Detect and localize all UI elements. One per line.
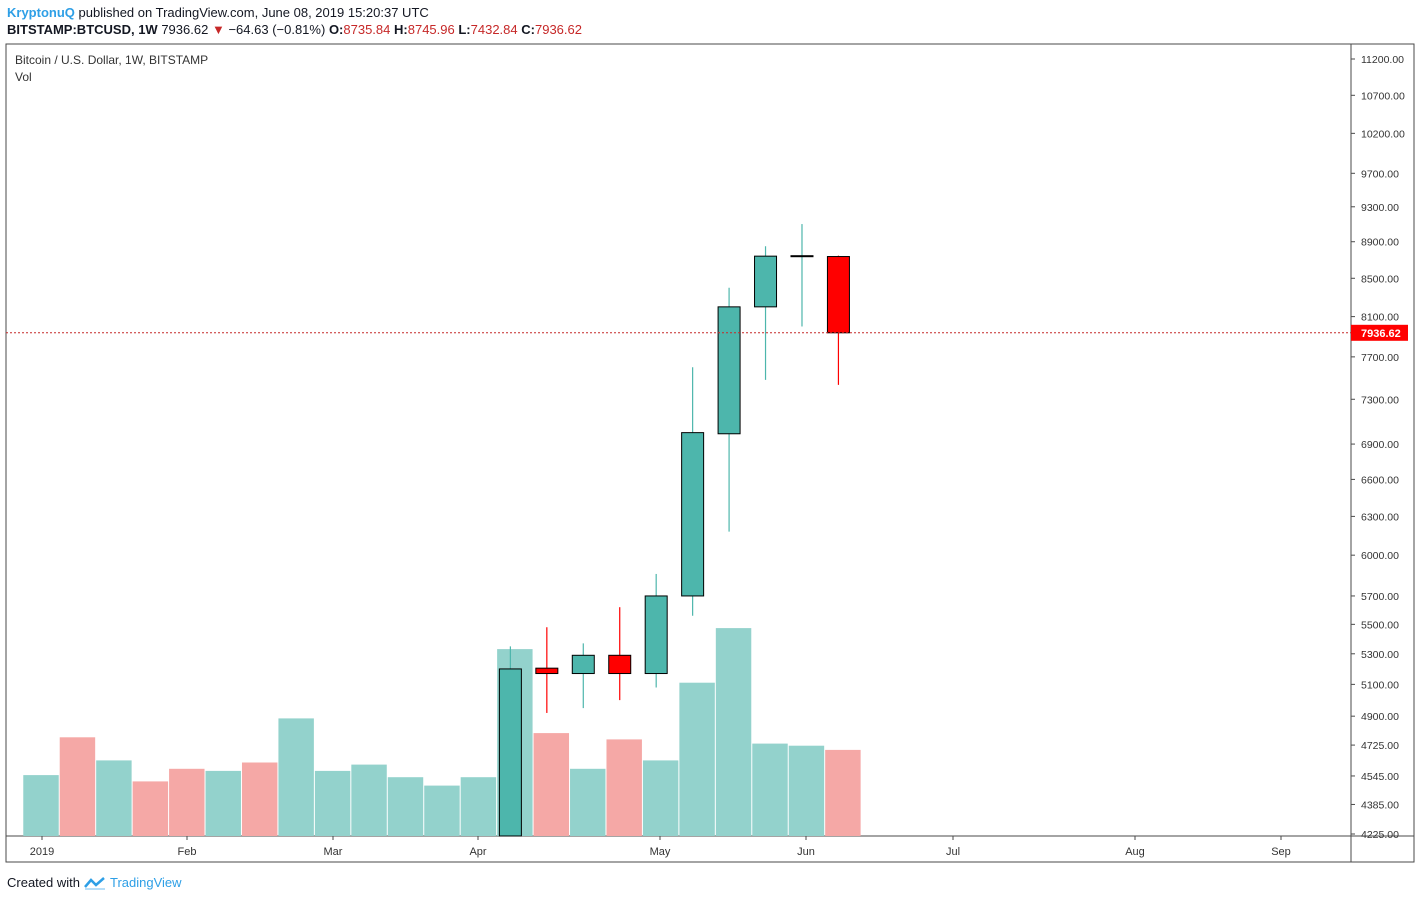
last-price: 7936.62: [161, 22, 209, 37]
volume-bar: [424, 785, 460, 836]
high-label: H:: [394, 22, 408, 37]
volume-bar: [570, 768, 606, 836]
y-tick-label: 5500.00: [1361, 619, 1399, 631]
volume-bar: [679, 682, 715, 836]
volume-bar: [715, 628, 752, 836]
volume-bar: [606, 739, 642, 836]
publish-line: KryptonuQ published on TradingView.com, …: [7, 5, 429, 20]
volume-bar: [241, 762, 278, 836]
volume-bar: [825, 749, 861, 836]
volume-bar: [314, 770, 351, 836]
candle-body: [498, 668, 522, 837]
candle-body: [790, 255, 814, 258]
candle-body: [608, 654, 632, 675]
y-tick-label: 10200.00: [1361, 128, 1405, 140]
published-text: published on TradingView.com, June 08, 2…: [74, 5, 429, 20]
y-tick-label: 5700.00: [1361, 591, 1399, 603]
created-with-label: Created with: [7, 875, 80, 890]
y-tick-label: 6900.00: [1361, 439, 1399, 451]
last-price-label: 7936.62: [1361, 328, 1401, 340]
y-tick-label: 6300.00: [1361, 511, 1399, 523]
volume-legend: Vol: [15, 70, 32, 84]
tradingview-link[interactable]: TradingView: [109, 875, 182, 890]
x-tick-label: Jun: [797, 846, 815, 858]
chart-legend-title: Bitcoin / U.S. Dollar, 1W, BITSTAMP: [15, 53, 209, 67]
volume-bar: [351, 764, 387, 836]
y-tick-label: 6600.00: [1361, 474, 1399, 486]
x-tick-label: May: [650, 846, 671, 858]
candle-body: [644, 595, 668, 675]
volume-bar: [59, 737, 96, 836]
volume-bar: [788, 745, 825, 836]
low-value: 7432.84: [470, 22, 518, 37]
volume-bar: [23, 775, 59, 836]
y-tick-label: 7700.00: [1361, 352, 1399, 364]
last-price-label-bg: [1351, 324, 1408, 341]
x-tick-label: 2019: [30, 846, 54, 858]
author-link[interactable]: KryptonuQ: [7, 5, 75, 20]
x-tick-label: Jul: [946, 846, 960, 858]
volume-bar: [533, 733, 570, 836]
y-tick-label: 4900.00: [1361, 711, 1399, 723]
open-value: 8735.84: [343, 22, 391, 37]
y-tick-label: 5100.00: [1361, 679, 1399, 691]
symbol-line: BITSTAMP:BTCUSD, 1W 7936.62 ▼ −64.63 (−0…: [7, 22, 582, 37]
y-tick-label: 9300.00: [1361, 202, 1399, 214]
high-value: 8745.96: [407, 22, 455, 37]
volume-bar: [278, 718, 314, 836]
footer: Created with TradingView: [7, 875, 182, 890]
candle-body: [826, 256, 850, 334]
close-value: 7936.62: [534, 22, 582, 37]
y-tick-label: 10700.00: [1361, 90, 1405, 102]
y-tick-label: 4725.00: [1361, 740, 1399, 752]
open-label: O:: [328, 22, 344, 37]
candle-body: [571, 654, 595, 675]
y-tick-label: 8900.00: [1361, 237, 1399, 249]
y-tick-label: 8500.00: [1361, 273, 1399, 285]
x-tick-label: Mar: [324, 846, 343, 858]
y-tick-label: 7300.00: [1361, 394, 1399, 406]
volume-bar: [169, 768, 205, 836]
x-tick-label: Feb: [178, 846, 197, 858]
volume-bar: [96, 760, 132, 836]
y-tick-label: 4385.00: [1361, 799, 1399, 811]
x-tick-label: Apr: [469, 846, 486, 858]
close-label: C:: [521, 22, 535, 37]
y-tick-label: 9700.00: [1361, 168, 1399, 180]
x-tick-label: Sep: [1271, 846, 1291, 858]
y-tick-label: 4545.00: [1361, 771, 1399, 783]
volume-bar: [205, 770, 241, 836]
symbol-label: BITSTAMP:BTCUSD, 1W: [7, 22, 158, 37]
candle-body: [754, 255, 778, 308]
volume-bar: [460, 777, 497, 836]
y-tick-label: 4225.00: [1361, 829, 1399, 841]
y-tick-label: 11200.00: [1361, 54, 1404, 66]
candle-body: [681, 432, 705, 597]
candle-body: [535, 667, 559, 675]
y-tick-label: 5300.00: [1361, 649, 1399, 661]
price-change: −64.63 (−0.81%): [228, 22, 326, 37]
candle-body: [717, 306, 741, 435]
y-tick-label: 8100.00: [1361, 312, 1399, 324]
volume-bar: [642, 760, 679, 836]
volume-bar: [132, 781, 169, 836]
y-tick-label: 6000.00: [1361, 550, 1399, 562]
volume-bar: [387, 777, 424, 836]
low-label: L:: [458, 22, 471, 37]
down-arrow-icon: ▼: [211, 22, 225, 37]
volume-bar: [752, 743, 788, 836]
x-tick-label: Aug: [1125, 846, 1145, 858]
tradingview-logo-icon: [84, 876, 105, 890]
